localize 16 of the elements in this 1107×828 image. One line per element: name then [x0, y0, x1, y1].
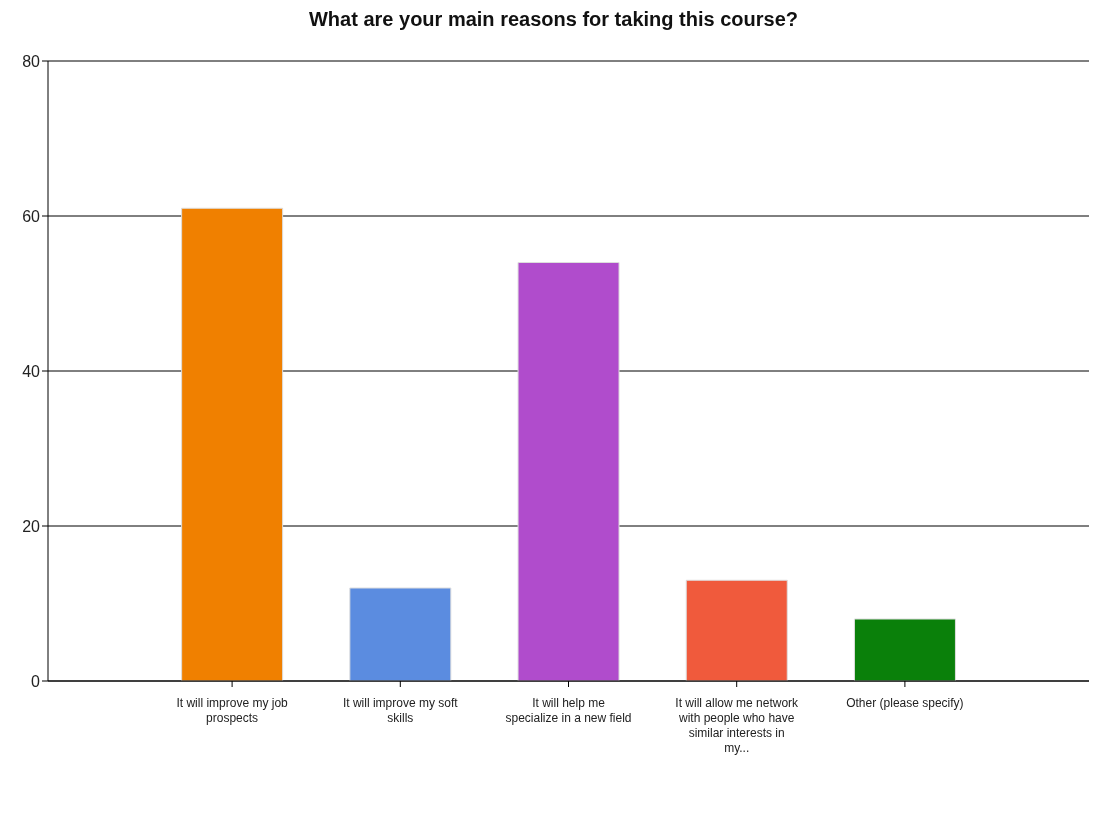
bar: [349, 587, 452, 681]
x-tick-label: It will allow me network with people who have similar interests in my...: [675, 696, 800, 755]
chart-title: What are your main reasons for taking this course?: [308, 8, 799, 31]
x-tick-label: Other (please specify): [846, 696, 964, 710]
x-tick-label: It will improve my job prospects: [176, 696, 289, 725]
x-tick-label: It will improve my soft skills: [342, 696, 459, 725]
y-tick-label: 80: [22, 52, 41, 70]
y-tick-label: 60: [22, 207, 41, 225]
bar: [685, 579, 788, 681]
bar: [181, 207, 284, 681]
x-tick-label: It will help me specialize in a new field: [505, 696, 632, 725]
y-tick-label: 20: [22, 517, 41, 535]
y-tick-label: 40: [22, 362, 41, 380]
y-tick-label: 0: [31, 672, 41, 690]
bar: [853, 618, 956, 681]
bar: [517, 262, 620, 681]
